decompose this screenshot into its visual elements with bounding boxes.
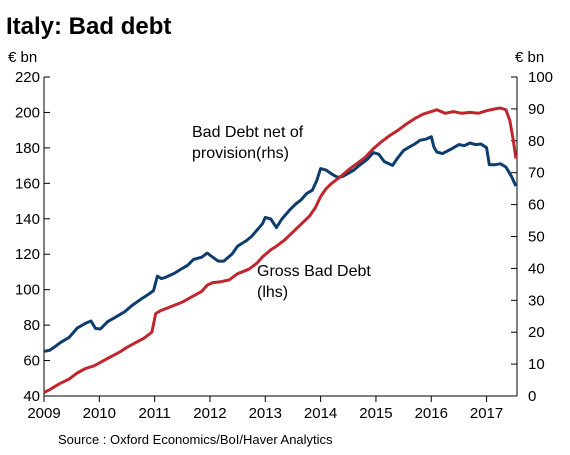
left-tick-label-220: 220 — [15, 69, 40, 86]
left-tick-label-160: 160 — [15, 175, 40, 192]
series-line-net-rhs — [43, 135, 518, 353]
x-tick-label-2012: 2012 — [193, 405, 226, 422]
right-axis-unit: € bn — [515, 49, 544, 66]
gross-series-label-line-1: Gross Bad Debt — [257, 263, 371, 280]
x-tick-label-2014: 2014 — [304, 405, 337, 422]
right-tick-label-60: 60 — [528, 197, 545, 214]
x-tick-label-2015: 2015 — [359, 405, 392, 422]
right-tick-label-20: 20 — [528, 324, 545, 341]
left-axis-ticks: 40 60 80 100 120 140 160 180 200 220 — [15, 69, 50, 405]
right-tick-label-70: 70 — [528, 165, 545, 182]
left-axis-unit: € bn — [8, 49, 37, 66]
left-tick-label-60: 60 — [23, 353, 40, 370]
net-series-label-line-1: Bad Debt net of — [192, 124, 304, 141]
x-tick-label-2017: 2017 — [470, 405, 503, 422]
x-axis-ticks: 2009 2010 2011 2012 2013 2014 2015 2016 2017 — [27, 396, 503, 422]
left-tick-label-120: 120 — [15, 246, 40, 263]
right-tick-label-0: 0 — [528, 388, 536, 405]
right-tick-label-50: 50 — [528, 229, 545, 246]
left-tick-label-80: 80 — [23, 317, 40, 334]
chart-title: Italy: Bad debt — [6, 13, 171, 40]
right-tick-label-10: 10 — [528, 356, 545, 373]
left-tick-label-180: 180 — [15, 140, 40, 157]
left-tick-label-200: 200 — [15, 104, 40, 121]
x-tick-label-2010: 2010 — [83, 405, 116, 422]
x-tick-label-2016: 2016 — [415, 405, 448, 422]
right-tick-label-90: 90 — [528, 101, 545, 118]
x-tick-label-2013: 2013 — [249, 405, 282, 422]
right-axis-ticks: 0 10 20 30 40 50 60 70 80 90 100 — [511, 69, 553, 405]
net-series-label-line-2: provision(rhs) — [192, 145, 289, 162]
left-tick-label-140: 140 — [15, 211, 40, 228]
right-tick-label-100: 100 — [528, 69, 553, 86]
source-note: Source : Oxford Economics/BoI/Haver Anal… — [58, 432, 333, 447]
left-tick-label-40: 40 — [23, 388, 40, 405]
x-tick-label-2009: 2009 — [27, 405, 60, 422]
series-line-gross-lhs — [43, 106, 518, 394]
left-tick-label-100: 100 — [15, 282, 40, 299]
right-tick-label-80: 80 — [528, 133, 545, 150]
x-tick-label-2011: 2011 — [139, 405, 171, 422]
gross-series-label-line-2: (lhs) — [257, 284, 288, 301]
right-tick-label-40: 40 — [528, 260, 545, 277]
right-tick-label-30: 30 — [528, 292, 545, 309]
